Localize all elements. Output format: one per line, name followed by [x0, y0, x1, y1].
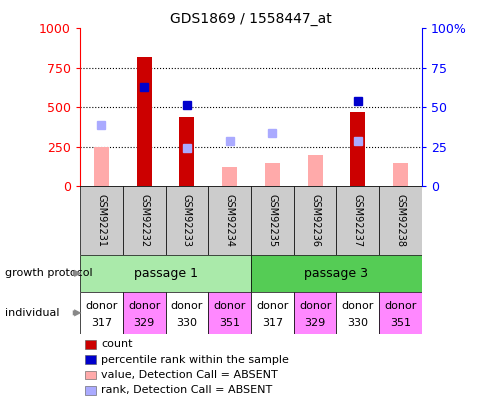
Text: donor: donor — [170, 301, 203, 311]
Text: GSM92232: GSM92232 — [139, 194, 149, 247]
Text: growth protocol: growth protocol — [5, 269, 92, 278]
Text: donor: donor — [128, 301, 160, 311]
Text: GSM92233: GSM92233 — [182, 194, 192, 247]
Title: GDS1869 / 1558447_at: GDS1869 / 1558447_at — [170, 12, 331, 26]
Bar — [222, 167, 237, 186]
Text: 330: 330 — [176, 318, 197, 328]
Bar — [293, 292, 336, 334]
Bar — [80, 186, 122, 255]
Text: GSM92236: GSM92236 — [309, 194, 319, 247]
Bar — [208, 292, 251, 334]
Bar — [208, 186, 251, 255]
Bar — [393, 162, 407, 186]
Bar — [136, 57, 151, 186]
Text: 329: 329 — [133, 318, 154, 328]
Text: 351: 351 — [389, 318, 410, 328]
Bar — [165, 292, 208, 334]
Bar — [80, 255, 251, 292]
Text: 330: 330 — [347, 318, 367, 328]
Text: 317: 317 — [261, 318, 282, 328]
Bar — [251, 186, 293, 255]
Bar — [251, 292, 293, 334]
Text: passage 1: passage 1 — [133, 267, 197, 280]
Text: donor: donor — [384, 301, 416, 311]
Text: GSM92237: GSM92237 — [352, 194, 362, 247]
Text: donor: donor — [341, 301, 373, 311]
Bar — [122, 292, 165, 334]
Text: donor: donor — [256, 301, 288, 311]
Text: donor: donor — [85, 301, 117, 311]
Text: 351: 351 — [219, 318, 240, 328]
Text: count: count — [101, 339, 133, 349]
Bar — [179, 117, 194, 186]
Bar — [80, 292, 122, 334]
Text: value, Detection Call = ABSENT: value, Detection Call = ABSENT — [101, 370, 277, 380]
Text: 317: 317 — [91, 318, 112, 328]
Text: GSM92235: GSM92235 — [267, 194, 277, 247]
Text: 329: 329 — [304, 318, 325, 328]
Bar — [122, 186, 165, 255]
Bar — [336, 292, 378, 334]
Text: individual: individual — [5, 308, 59, 318]
Bar — [251, 255, 421, 292]
Text: GSM92238: GSM92238 — [395, 194, 405, 247]
Bar — [336, 186, 378, 255]
Bar — [378, 186, 421, 255]
Bar — [378, 292, 421, 334]
Text: passage 3: passage 3 — [304, 267, 368, 280]
Text: donor: donor — [298, 301, 331, 311]
Text: rank, Detection Call = ABSENT: rank, Detection Call = ABSENT — [101, 386, 272, 395]
Bar — [165, 186, 208, 255]
Bar — [307, 155, 322, 186]
Text: percentile rank within the sample: percentile rank within the sample — [101, 355, 288, 364]
Bar — [94, 147, 108, 186]
Bar — [293, 186, 336, 255]
Text: GSM92234: GSM92234 — [224, 194, 234, 247]
Bar — [349, 112, 364, 186]
Text: GSM92231: GSM92231 — [96, 194, 106, 247]
Bar — [264, 162, 279, 186]
Text: donor: donor — [213, 301, 245, 311]
